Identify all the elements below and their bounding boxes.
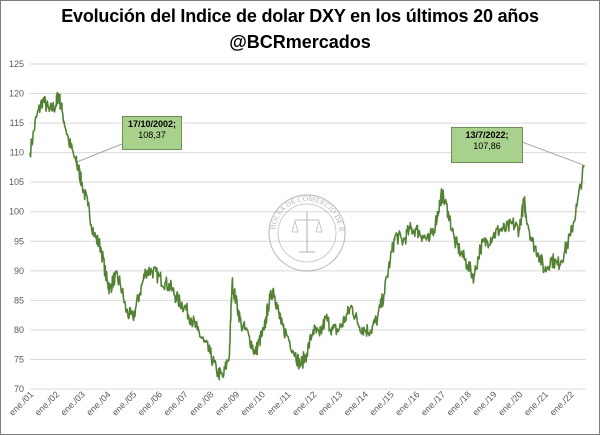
annotation-2022-value: 107,86 bbox=[473, 141, 501, 151]
x-tick-label: ene./10 bbox=[239, 389, 267, 417]
annotation-2022: 13/7/2022; 107,86 bbox=[451, 127, 523, 163]
x-tick-label: ene./16 bbox=[393, 389, 421, 417]
chart-title: Evolución del Indice de dolar DXY en los… bbox=[61, 6, 539, 26]
x-tick-label: ene./14 bbox=[342, 389, 370, 417]
x-tick-label: ene./13 bbox=[316, 389, 344, 417]
annotation-2002-value: 108,37 bbox=[138, 130, 166, 140]
x-tick-label: ene./07 bbox=[162, 389, 190, 417]
x-tick-label: ene./06 bbox=[136, 389, 164, 417]
x-tick-label: ene./02 bbox=[33, 389, 61, 417]
x-tick-label: ene./09 bbox=[213, 389, 241, 417]
x-tick-label: ene./05 bbox=[110, 389, 138, 417]
x-tick-label: ene./22 bbox=[548, 389, 576, 417]
annotation-2022-date: 13/7/2022; bbox=[465, 130, 509, 140]
y-tick-label: 70 bbox=[14, 384, 24, 394]
annotation-2002: 17/10/2002; 108,37 bbox=[122, 116, 182, 150]
x-tick-label: ene./19 bbox=[470, 389, 498, 417]
leader-line bbox=[521, 141, 585, 166]
x-tick-label: ene./03 bbox=[59, 389, 87, 417]
leader-line bbox=[75, 143, 123, 163]
x-tick-label: ene./11 bbox=[265, 389, 293, 417]
annotation-2002-date: 17/10/2002; bbox=[127, 119, 177, 129]
y-tick-label: 120 bbox=[9, 89, 24, 99]
y-tick-label: 75 bbox=[14, 354, 24, 364]
y-tick-label: 105 bbox=[9, 177, 24, 187]
x-tick-label: ene./15 bbox=[367, 389, 395, 417]
y-tick-label: 80 bbox=[14, 325, 24, 335]
x-tick-label: ene./17 bbox=[419, 389, 447, 417]
callout-leader-lines bbox=[75, 141, 585, 166]
chart-subtitle: @BCRmercados bbox=[229, 32, 371, 52]
dxy-series-line bbox=[29, 91, 585, 381]
x-tick-label: ene./12 bbox=[290, 389, 318, 417]
y-tick-label: 125 bbox=[9, 59, 24, 69]
x-tick-label: ene./20 bbox=[496, 389, 524, 417]
x-axis-ticks: ene./01ene./02ene./03ene./04ene./05ene./… bbox=[7, 389, 576, 417]
y-tick-label: 95 bbox=[14, 236, 24, 246]
y-tick-label: 90 bbox=[14, 266, 24, 276]
x-tick-label: ene./21 bbox=[522, 389, 550, 417]
y-tick-label: 110 bbox=[10, 148, 24, 158]
y-tick-label: 115 bbox=[10, 118, 24, 128]
y-tick-label: 100 bbox=[9, 207, 24, 217]
y-axis-ticks: 70 75 80 85 90 95 100 105 110 115 120 125 bbox=[9, 59, 24, 394]
x-tick-label: ene./08 bbox=[187, 389, 215, 417]
y-tick-label: 85 bbox=[14, 295, 24, 305]
x-tick-label: ene./04 bbox=[84, 389, 112, 417]
x-tick-label: ene./18 bbox=[445, 389, 473, 417]
